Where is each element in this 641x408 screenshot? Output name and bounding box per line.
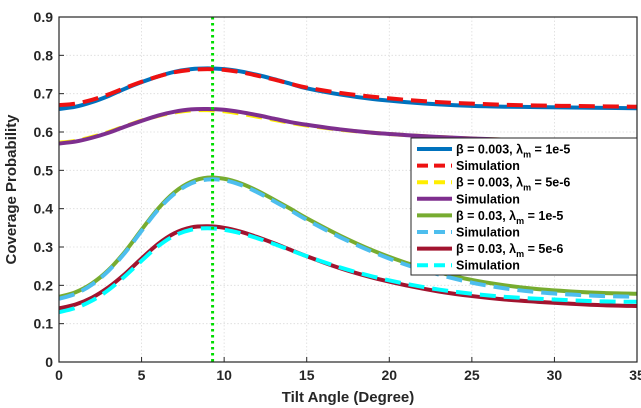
ticks bbox=[58, 16, 638, 363]
legend-label-2: Simulation bbox=[456, 159, 520, 173]
y-tick-label: 0.3 bbox=[34, 239, 54, 255]
series-line-8 bbox=[58, 226, 638, 315]
x-tick-label: 20 bbox=[381, 367, 397, 383]
legend-label-1: β = 0.003, λm = 1e-5 bbox=[456, 143, 570, 160]
tick-labels: 0 5 10 15 20 25 30 35 0 0.1 0.2 0.3 0.4 0.5 0.6 0.7 0.8 0… bbox=[34, 9, 641, 383]
y-tick-label: 0.8 bbox=[34, 47, 54, 63]
y-axis-label: Coverage Probability bbox=[3, 114, 20, 265]
y-tick-label: 0 bbox=[45, 354, 53, 370]
y-tick-label: 0.6 bbox=[34, 124, 54, 140]
y-tick-label: 0.7 bbox=[34, 86, 54, 102]
y-tick-label: 0.2 bbox=[34, 277, 54, 293]
x-tick-label: 25 bbox=[464, 367, 480, 383]
legend-label-6: Simulation bbox=[456, 226, 520, 240]
x-tick-label: 15 bbox=[299, 367, 315, 383]
y-tick-label: 0.5 bbox=[34, 162, 54, 178]
x-tick-label: 0 bbox=[55, 367, 63, 383]
legend-box bbox=[410, 137, 638, 276]
legend-label-8: Simulation bbox=[456, 259, 520, 273]
legend-label-7: β = 0.03, λm = 5e-6 bbox=[456, 242, 563, 259]
legend-label-4: Simulation bbox=[456, 192, 520, 206]
y-tick-label: 0.4 bbox=[34, 201, 54, 217]
legend-label-3: β = 0.003, λm = 5e-6 bbox=[456, 176, 570, 193]
series-line-1 bbox=[58, 66, 638, 111]
x-tick-label: 5 bbox=[138, 367, 146, 383]
legend-label-5: β = 0.03, λm = 1e-5 bbox=[456, 209, 563, 226]
series-line-6 bbox=[58, 177, 638, 301]
series-layer bbox=[58, 66, 638, 315]
y-tick-label: 0.9 bbox=[34, 9, 54, 25]
x-axis-label: Tilt Angle (Degree) bbox=[282, 389, 415, 406]
x-tick-label: 10 bbox=[216, 367, 232, 383]
y-tick-label: 0.1 bbox=[34, 316, 54, 332]
x-tick-label: 30 bbox=[547, 367, 563, 383]
x-tick-label: 35 bbox=[629, 367, 641, 383]
